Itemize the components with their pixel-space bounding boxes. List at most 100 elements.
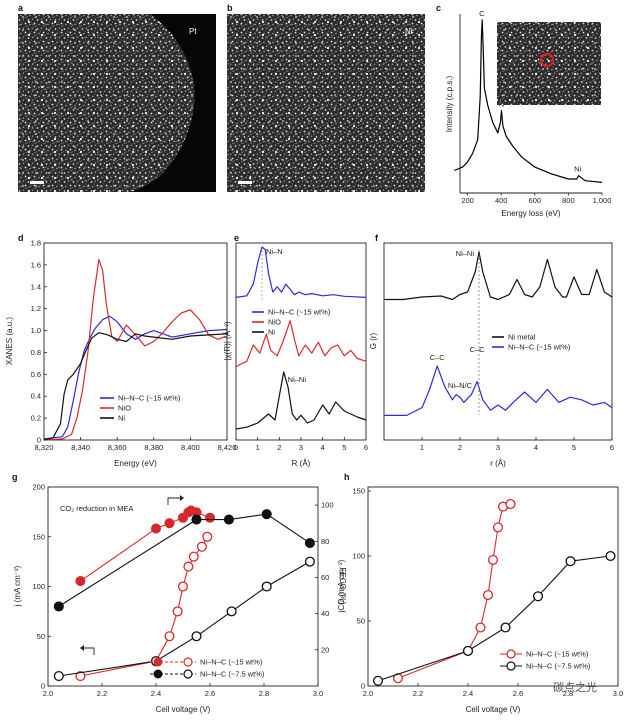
scale-bar [30, 181, 44, 184]
legend-entry: Ni [268, 328, 275, 337]
data-point [226, 606, 237, 617]
inset-text: CO₂ reduction in MEA [60, 504, 133, 513]
data-point [505, 498, 516, 510]
y-axis-label: XANES (a.u.) [5, 317, 14, 365]
legend-marker-open [183, 657, 193, 667]
x-tick-label: 600 [529, 196, 542, 205]
x-tick-label: 8,380 [144, 443, 163, 452]
x-tick-label: 4 [534, 443, 538, 452]
y-tick-label: 1.6 [31, 260, 41, 269]
annotation-c-c: C–C [430, 353, 446, 362]
x-tick-label: 200 [461, 196, 474, 205]
legend-entry: Ni–N–C (~7.5 wt%) [526, 662, 591, 671]
x-tick-label: 2 [458, 443, 462, 452]
panel-label-e: e [234, 233, 239, 243]
x-tick-label: 5 [572, 443, 576, 452]
plot-frame [43, 242, 228, 441]
x-tick-label: 3.0 [613, 689, 623, 698]
data-point [164, 518, 175, 529]
series-line-2 [43, 332, 228, 441]
series-line-1 [43, 258, 228, 441]
inset-image-speckle [497, 22, 601, 105]
annotation-ni-ni: Ni–Ni [456, 249, 475, 258]
y-tick-label: 200 [32, 483, 45, 492]
data-point [75, 576, 86, 587]
legend-entry: Ni [118, 414, 125, 423]
chart-e: Ni–N Ni–Ni 0 1 2 3 4 5 6 R (Å) |χ(R)| (Å⁻³) Ni–N–C … [223, 242, 368, 468]
x-tick-label: 1 [256, 443, 260, 452]
annotation-c-c-2: C–C [470, 345, 486, 354]
series-line-0 [235, 246, 367, 298]
series-line-1 [384, 365, 613, 416]
series-line-2 [58, 561, 311, 677]
image-label-pt: Pt [189, 27, 197, 36]
y2-tick-label: 40 [321, 609, 329, 618]
x-axis-label: Cell voltage (V) [466, 705, 521, 714]
panel-label-b: b [227, 3, 233, 13]
series-line-0 [384, 251, 613, 301]
x-tick-label: 2.4 [151, 689, 161, 698]
y-tick-label: 1.2 [31, 304, 41, 313]
data-point [75, 670, 86, 682]
data-point [191, 631, 202, 642]
chart-h: 2.0 2.2 2.4 2.6 2.8 3.0 0 50 100 150 Cell voltage … [337, 487, 623, 715]
x-tick-label: 2.8 [563, 689, 573, 698]
y-tick-label: 150 [32, 532, 45, 541]
data-point [532, 591, 544, 602]
series-line-3 [58, 513, 311, 607]
x-tick-label: 3.0 [313, 689, 323, 698]
legend-entry: NiO [268, 318, 281, 327]
y-axis-label: G (r) [369, 332, 378, 349]
x-tick-label: 5 [342, 443, 346, 452]
panel-label-g: g [12, 472, 18, 482]
data-point [304, 556, 315, 567]
plot-frame [383, 242, 613, 441]
x-tick-label: 3 [496, 443, 500, 452]
y-tick-label: 0 [361, 682, 365, 691]
y-tick-label: 1.0 [31, 326, 41, 335]
x-axis-label: r (Å) [490, 459, 506, 468]
x-axis-label: Energy loss (eV) [501, 209, 560, 218]
series-line-1 [377, 555, 611, 682]
data-point [565, 556, 576, 567]
data-point [150, 523, 162, 534]
panel-label-c: c [436, 3, 441, 13]
x-tick-label: 8,320 [35, 443, 54, 452]
image-label-ni: Ni [405, 27, 413, 36]
y-tick-label: 50 [357, 617, 365, 626]
legend-entry: Ni–N–C (~15 wt%) [526, 650, 589, 659]
legend-marker-filled [153, 669, 163, 679]
series-line-0 [80, 536, 208, 677]
x-tick-label: 6 [364, 443, 368, 452]
x-tick-label: 1,000 [593, 196, 612, 205]
y-tick-label: 1.4 [31, 282, 41, 291]
y2-tick-label: 100 [321, 501, 334, 510]
data-point [372, 675, 384, 686]
legend-entry: Ni–N–C (~7.5 wt%) [200, 670, 265, 679]
x-tick-label: 2.2 [413, 689, 423, 698]
arrow-to-right-axis [167, 497, 180, 505]
data-point [261, 509, 272, 520]
data-point [191, 514, 202, 525]
x-tick-label: 3 [299, 443, 303, 452]
panel-label-d: d [18, 233, 24, 243]
legend-entry: NiO [118, 404, 131, 413]
data-point [53, 601, 64, 612]
x-axis-label: Cell voltage (V) [156, 705, 211, 714]
series-line [453, 19, 603, 183]
y-tick-label: 1.8 [31, 239, 41, 248]
x-tick-label: 1 [420, 443, 424, 452]
data-point [53, 670, 64, 682]
data-point [487, 554, 499, 565]
chart-g: CO₂ reduction in MEA 2.0 2.2 2.4 2.6 2.8 3.0 0 5… [13, 483, 347, 715]
data-point [188, 551, 199, 562]
panel-label-h: h [344, 472, 350, 482]
plot-frame [367, 486, 619, 687]
data-point [183, 561, 194, 572]
x-tick-label: 8,400 [181, 443, 200, 452]
y-tick-label: 0.4 [31, 392, 41, 401]
annotation-ni-n-c: Ni–N/C [448, 381, 473, 390]
data-point [475, 622, 486, 633]
y2-tick-label: 20 [321, 645, 329, 654]
panel-label-f: f [375, 233, 379, 243]
